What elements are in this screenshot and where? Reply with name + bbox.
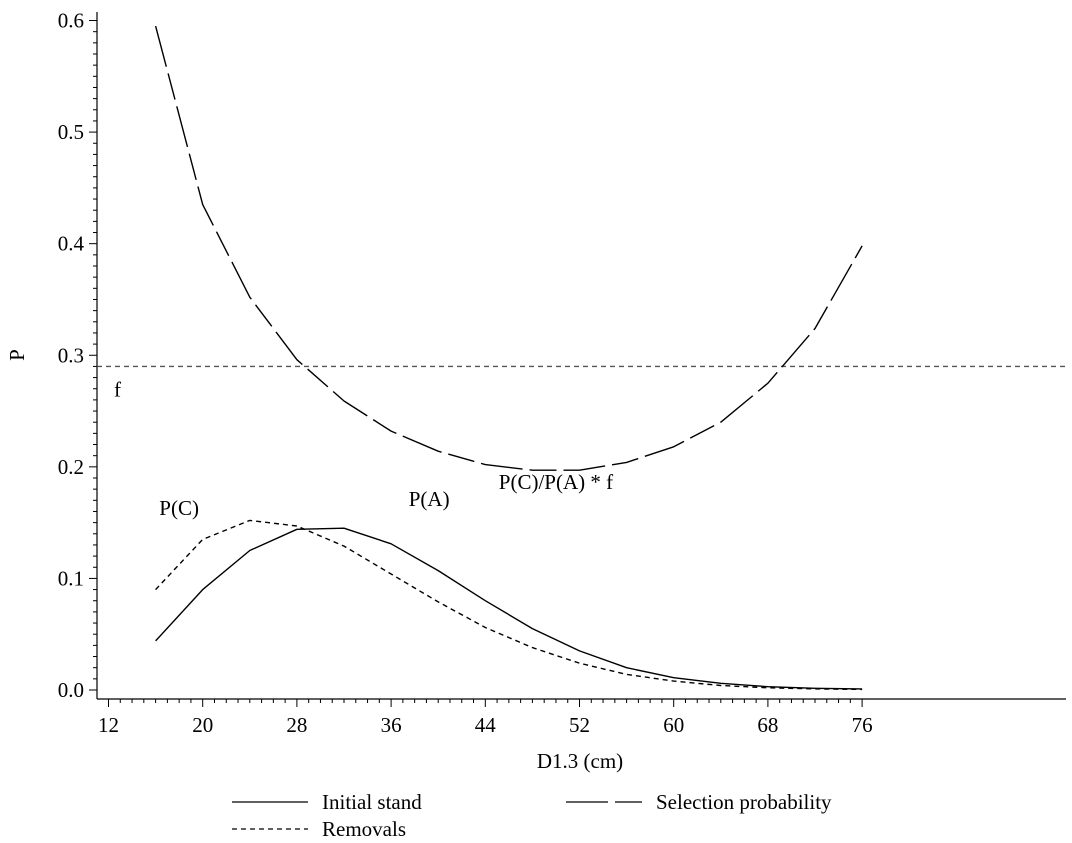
series-line-removals	[155, 519, 863, 691]
x-tick-label: 28	[286, 713, 307, 737]
legend-label-selection-probability: Selection probability	[656, 790, 832, 814]
x-tick-label: 76	[852, 713, 873, 737]
y-tick-label: 0.1	[58, 566, 84, 590]
y-axis-label: P	[5, 349, 29, 361]
y-tick-label: 0.6	[58, 9, 84, 33]
y-tick-label: 0.2	[58, 455, 84, 479]
annotations: P(C) P(A) P(C)/P(A) * f	[159, 470, 613, 520]
x-axis-label: D1.3 (cm)	[537, 749, 623, 773]
series-line-initial-stand	[155, 527, 863, 690]
plot-area: f	[97, 25, 1066, 691]
x-tick-label: 52	[569, 713, 590, 737]
y-tick-label: 0.3	[58, 343, 84, 367]
axes: 12 20 28 36 44 52 60 68 76 0.0 0.1 0.2 0.3 0.4 0.5 0.6	[58, 9, 1066, 737]
legend-label-removals: Removals	[322, 817, 406, 841]
y-tick-label: 0.0	[58, 678, 84, 702]
x-tick-label: 20	[192, 713, 213, 737]
y-tick-label: 0.5	[58, 120, 84, 144]
series-line-selection-probability	[154, 25, 863, 471]
curve-annotation: P(C)/P(A) * f	[499, 470, 613, 494]
y-tick-label: 0.4	[58, 232, 85, 256]
legend-label-initial-stand: Initial stand	[322, 790, 422, 814]
x-tick-label: 60	[663, 713, 684, 737]
x-tick-label: 68	[757, 713, 778, 737]
curve-annotation: P(A)	[409, 487, 450, 511]
x-tick-label: 36	[381, 713, 402, 737]
curve-annotation: P(C)	[159, 496, 199, 520]
reference-line-label: f	[114, 377, 121, 401]
legend: Initial stand Selection probability Remo…	[232, 790, 832, 841]
x-tick-label: 12	[98, 713, 119, 737]
x-tick-label: 44	[475, 713, 497, 737]
